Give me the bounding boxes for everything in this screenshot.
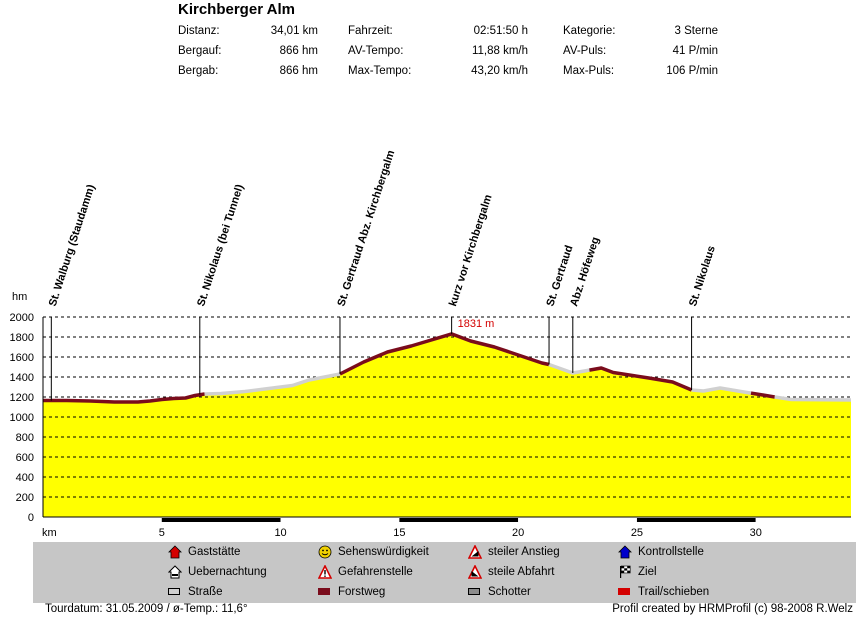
- surface-segment: [204, 372, 341, 396]
- stat-label-avg-pulse: AV-Puls:: [563, 45, 607, 57]
- forest-road-swatch: [318, 588, 330, 595]
- surface-segment: [691, 386, 752, 395]
- stat-value-ascent: 866 hm: [279, 45, 318, 57]
- y-tick-label: 1200: [10, 392, 34, 404]
- y-tick-label: 1000: [10, 412, 34, 424]
- legend-label-sehenswuerdigkeit: Sehenswürdigkeit: [338, 546, 429, 558]
- y-tick-label: 2000: [10, 312, 34, 324]
- y-tick-label: 1800: [10, 332, 34, 344]
- x-tick-label: 25: [631, 527, 643, 539]
- warning-icon: [318, 565, 332, 579]
- steep-up-icon: [468, 545, 482, 559]
- road-swatch: [168, 588, 180, 595]
- elevation-area: [43, 333, 851, 517]
- x-tick-label: 15: [393, 527, 405, 539]
- km-scale-segment: [518, 518, 637, 522]
- km-scale-segment: [755, 518, 851, 522]
- km-scale-segment: [636, 518, 756, 522]
- km-scale-segment: [399, 518, 519, 522]
- legend-label-steiler-anstieg: steiler Anstieg: [488, 546, 560, 558]
- tour-title: Kirchberger Alm: [178, 1, 295, 18]
- stat-value-descent: 866 hm: [279, 65, 318, 77]
- legend-label-trail-schieben: Trail/schieben: [638, 586, 710, 598]
- stat-value-distance: 34,01 km: [270, 25, 318, 37]
- checkpoint-icon: [618, 545, 632, 559]
- km-scale-segment: [280, 518, 400, 522]
- y-tick-label: 1400: [10, 372, 34, 384]
- x-tick-label: 10: [274, 527, 286, 539]
- legend-label-gaststaette: Gaststätte: [188, 546, 241, 558]
- stat-value-category: 3 Sterne: [674, 25, 718, 37]
- house-icon: [168, 545, 182, 559]
- x-tick-label: 20: [512, 527, 524, 539]
- legend-label-schotter: Schotter: [488, 586, 531, 598]
- stat-label-distance: Distanz:: [178, 25, 220, 37]
- footer-tour-info: Tourdatum: 31.05.2009 / ø-Temp.: 11,6°: [45, 603, 248, 615]
- legend-label-kontrollstelle: Kontrollstelle: [638, 546, 704, 558]
- waypoint-label: St. Gertraud Abz. Kirchbergalm: [335, 149, 397, 308]
- waypoint-label: Abz. Höfeweg: [568, 236, 602, 308]
- surface-segment: [774, 395, 852, 402]
- footer-credits: Profil created by HRMProfil (c) 98-2008 …: [612, 603, 853, 615]
- x-axis-label: km: [42, 527, 57, 539]
- legend-label-forstweg: Forstweg: [338, 586, 386, 598]
- waypoint-label: kurz vor Kirchbergalm: [447, 193, 495, 308]
- stat-value-max-speed: 43,20 km/h: [471, 65, 528, 77]
- surface-segment: [43, 392, 205, 404]
- legend-label-ziel: Ziel: [638, 566, 657, 578]
- legend-panel: [33, 542, 856, 603]
- x-tick-label: 5: [159, 527, 165, 539]
- max-elevation-label: 1831 m: [458, 318, 495, 330]
- km-scale-segment: [43, 518, 162, 522]
- waypoint-label: St. Nikolaus (bei Tunnel): [195, 183, 246, 308]
- steep-down-icon: [468, 565, 482, 579]
- waypoint-label: St. Walburg (Staudamm): [47, 183, 98, 308]
- gravel-swatch: [468, 588, 480, 595]
- stat-value-avg-speed: 11,88 km/h: [471, 45, 528, 57]
- bed-house-icon: [168, 565, 182, 579]
- stat-label-category: Kategorie:: [563, 25, 616, 37]
- legend-label-steile-abfahrt: steile Abfahrt: [488, 566, 555, 578]
- stat-label-ascent: Bergauf:: [178, 45, 222, 57]
- surface-segment: [750, 391, 775, 399]
- y-tick-label: 1600: [10, 352, 34, 364]
- waypoint-label: St. Nikolaus: [687, 244, 718, 308]
- surface-segment: [589, 366, 693, 392]
- stat-label-ridetime: Fahrzeit:: [348, 25, 393, 37]
- stat-label-max-pulse: Max-Puls:: [563, 65, 615, 77]
- y-tick-label: 800: [16, 432, 34, 444]
- trail-swatch: [618, 588, 630, 595]
- smiley-icon: [318, 545, 332, 559]
- y-tick-label: 400: [16, 472, 34, 484]
- y-axis-label: hm: [12, 291, 27, 303]
- stat-label-max-speed: Max-Tempo:: [348, 65, 412, 77]
- legend-label-gefahrenstelle: Gefahrenstelle: [338, 566, 413, 578]
- stat-label-descent: Bergab:: [178, 65, 219, 77]
- stat-label-avg-speed: AV-Tempo:: [348, 45, 404, 57]
- elevation-profile-chart: 0 200 400 600 800 1000 1200 1400 1600 1800 2000 5 1…: [10, 149, 852, 539]
- y-tick-label: 0: [28, 512, 34, 524]
- x-tick-label: 30: [750, 527, 762, 539]
- legend-label-uebernachtung: Uebernachtung: [188, 566, 267, 578]
- legend-label-strasse: Straße: [188, 586, 223, 598]
- y-tick-label: 200: [16, 492, 34, 504]
- finish-flag-icon: [620, 565, 631, 578]
- stat-value-avg-pulse: 41 P/min: [672, 45, 718, 57]
- y-tick-label: 600: [16, 452, 34, 464]
- km-scale-segment: [161, 518, 281, 522]
- stat-value-max-pulse: 106 P/min: [666, 65, 718, 77]
- stat-value-ridetime: 02:51:50 h: [473, 25, 528, 37]
